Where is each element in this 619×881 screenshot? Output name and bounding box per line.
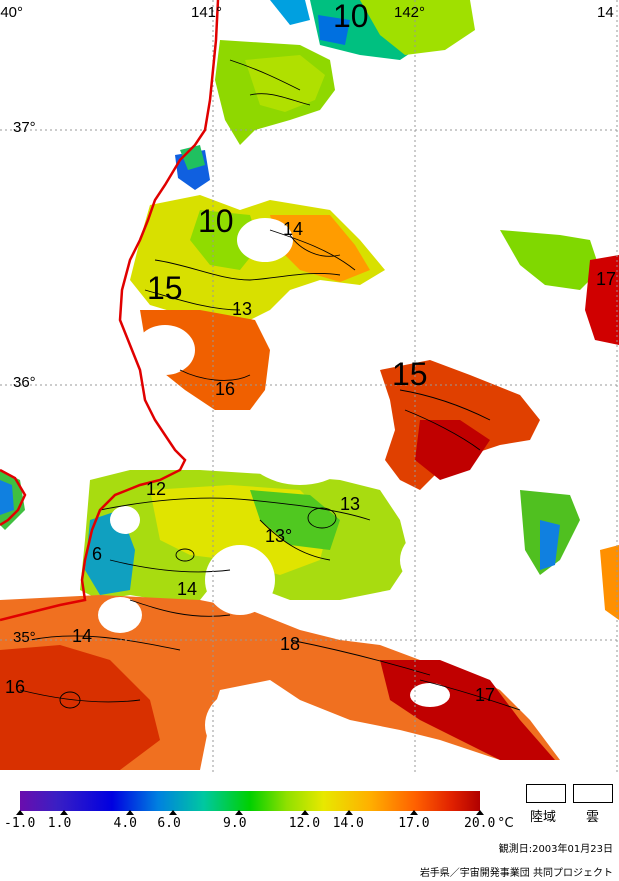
- unit-label: °C: [498, 816, 514, 831]
- lat-label-35: 35°: [13, 629, 36, 646]
- contour-label: 15: [392, 356, 428, 392]
- sst-patch-east-coast-blue: [540, 520, 560, 570]
- scale-tick-label: -1.0: [4, 816, 36, 831]
- contour-label: 10: [198, 203, 234, 239]
- scale-tick-label: 9.0: [223, 816, 247, 831]
- contour-label: 13: [340, 494, 361, 514]
- sst-map-canvas: [0, 0, 619, 772]
- contour-label: 10: [333, 0, 369, 34]
- sst-patch-south-red: [0, 645, 160, 770]
- scale-tick-label: 20.0: [464, 816, 496, 831]
- contour-label: 13°: [265, 526, 293, 546]
- scale-tick-mark: [476, 810, 484, 815]
- contour-label: 6: [92, 544, 103, 564]
- contour-label: 14: [72, 626, 93, 646]
- sst-patch-north-yellowgreen: [245, 55, 325, 112]
- contour-label: 14: [177, 579, 198, 599]
- scale-tick-mark: [300, 810, 309, 815]
- scale-tick-label: 6.0: [157, 816, 181, 831]
- cloud-hole: [400, 520, 520, 600]
- lon-label-140: 140°: [0, 4, 24, 21]
- lat-label-37: 37°: [13, 119, 36, 136]
- sst-patch-far-east-green: [500, 230, 600, 290]
- cloud-hole: [237, 218, 293, 262]
- color-scale-bar: [20, 791, 480, 811]
- contour-label: 12: [146, 479, 167, 499]
- contour-label: 13: [232, 299, 253, 319]
- scale-tick-mark: [235, 810, 244, 815]
- scale-tick-mark: [125, 810, 134, 815]
- sst-patch-topleft: [270, 0, 310, 25]
- scale-tick-mark: [169, 810, 178, 815]
- scale-tick-label: 14.0: [332, 816, 364, 831]
- observation-date: 観測日:2003年01月23日: [498, 844, 613, 855]
- cloud-key-box: [573, 784, 613, 803]
- contour-lines: [19, 59, 521, 711]
- cloud-hole: [110, 506, 140, 534]
- contour-label: 14: [283, 219, 304, 239]
- scale-tick-label: 4.0: [113, 816, 137, 831]
- lon-label-142: 142°: [394, 4, 426, 21]
- sst-patch-far-east-orange: [600, 545, 619, 620]
- lon-label-143: 14: [597, 4, 614, 21]
- color-legend: °C 陸域 雲 観測日:2003年01月23日 岩手県／宇宙開発事業団 共同プロ…: [0, 780, 619, 881]
- scale-tick-mark: [344, 810, 353, 815]
- contour-label: 17: [596, 269, 617, 289]
- contour-label: 16: [215, 379, 236, 399]
- credit-line: 岩手県／宇宙開発事業団 共同プロジェクト: [419, 868, 613, 879]
- coastline: [0, 0, 220, 622]
- lon-label-141: 141°: [191, 4, 223, 21]
- sst-patch-east-darkred: [415, 420, 490, 480]
- contour-label: 17: [475, 685, 496, 705]
- sst-patch-south-green2: [250, 490, 340, 550]
- scale-tick-label: 17.0: [398, 816, 430, 831]
- contour-label: 15: [147, 270, 183, 306]
- scale-tick-label: 12.0: [288, 816, 321, 831]
- cloud-hole: [205, 685, 305, 765]
- sst-patch-left-edge-blue: [0, 480, 14, 515]
- cloud-hole: [240, 395, 360, 485]
- lat-label-36: 36°: [13, 374, 36, 391]
- sst-patch-central-green: [190, 210, 260, 270]
- coastline-west: [0, 468, 27, 527]
- cloud-key-label: 雲: [586, 810, 600, 825]
- graticule: [0, 0, 619, 772]
- cloud-hole: [205, 545, 275, 615]
- cloud-hole: [98, 597, 142, 633]
- sst-patch-coast-green: [180, 145, 205, 170]
- sst-patch-far-east-red: [585, 255, 619, 345]
- scale-tick-mark: [410, 810, 419, 815]
- scale-tick-label: 1.0: [47, 816, 72, 831]
- cloud-hole: [410, 683, 450, 707]
- contour-label: 16: [5, 677, 26, 697]
- scale-tick-mark: [59, 810, 68, 815]
- sst-patch-north-blue: [318, 15, 350, 45]
- cloud-hole: [135, 325, 195, 375]
- scale-tick-mark: [16, 810, 24, 815]
- contour-label: 18: [280, 634, 301, 654]
- sst-map[interactable]: 37° 36° 35° 140° 141° 142° 14 10 10 14 1…: [0, 0, 619, 772]
- land-key-label: 陸域: [530, 810, 557, 825]
- land-key-box: [526, 784, 566, 803]
- sst-patch-north-green2: [360, 0, 475, 55]
